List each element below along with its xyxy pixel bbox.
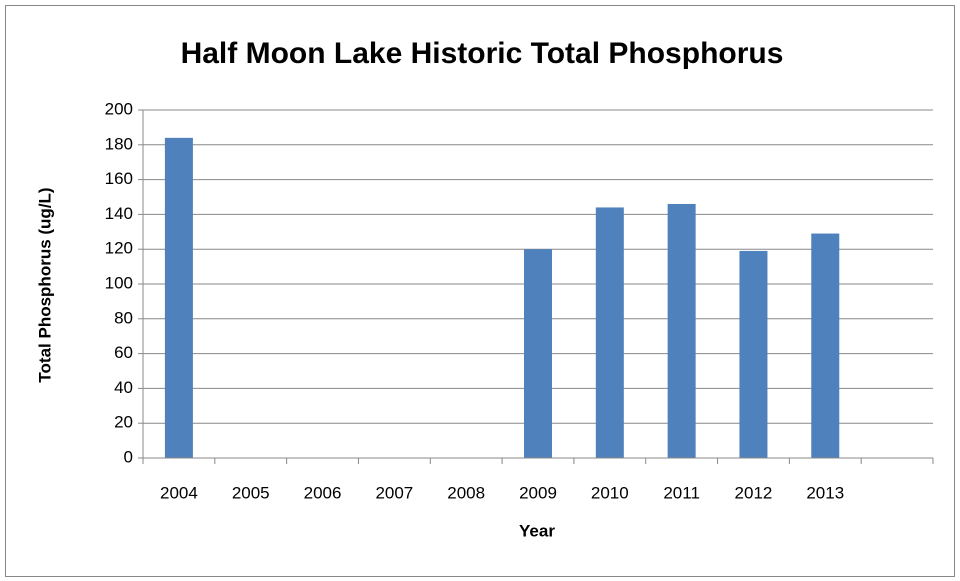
y-tick-label: 0 [124, 447, 133, 466]
x-axis-title: Year [519, 521, 555, 540]
x-tick-label: 2008 [447, 483, 485, 502]
x-tick-label: 2005 [232, 483, 270, 502]
bar [811, 233, 840, 458]
y-tick-label: 180 [105, 134, 133, 153]
bar [164, 137, 193, 458]
y-tick-label: 120 [105, 239, 133, 258]
y-tick-label: 60 [114, 343, 133, 362]
chart-title: Half Moon Lake Historic Total Phosphorus [181, 37, 784, 70]
x-tick-label: 2013 [806, 483, 844, 502]
y-tick-label: 20 [114, 413, 133, 432]
y-tick-label: 40 [114, 378, 133, 397]
x-tick-label: 2012 [735, 483, 773, 502]
bar [667, 203, 696, 458]
x-tick-label: 2004 [160, 483, 198, 502]
y-tick-label: 160 [105, 169, 133, 188]
bar [739, 250, 768, 458]
y-tick-label: 80 [114, 308, 133, 327]
y-tick-label: 200 [105, 99, 133, 118]
bar [595, 207, 624, 458]
bar [523, 249, 553, 458]
y-axis-title: Total Phosphorus (ug/L) [35, 187, 54, 382]
x-tick-label: 2010 [591, 483, 629, 502]
y-tick-label: 100 [105, 273, 133, 292]
x-tick-label: 2006 [304, 483, 342, 502]
chart-border [5, 5, 955, 577]
x-tick-label: 2007 [375, 483, 413, 502]
x-tick-label: 2011 [663, 483, 700, 502]
y-tick-label: 140 [105, 204, 133, 223]
x-tick-label: 2009 [519, 483, 557, 502]
